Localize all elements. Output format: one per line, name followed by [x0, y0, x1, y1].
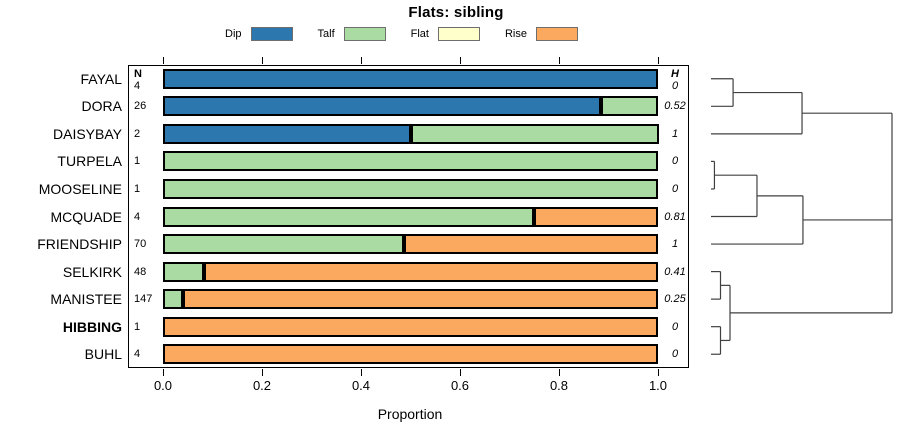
row-label: MCQUADE	[50, 208, 122, 225]
n-value: 4	[134, 210, 141, 223]
x-tick-label: 0.2	[252, 378, 272, 393]
x-tick-bottom	[262, 369, 263, 376]
bar-segment-rise	[163, 316, 658, 337]
stacked-bar	[163, 234, 658, 255]
n-value: 26	[134, 100, 147, 113]
bar-segment-rise	[404, 234, 658, 255]
bar-segment-talf	[601, 96, 658, 117]
bar-segment-talf	[163, 261, 204, 282]
stacked-bar	[163, 68, 658, 89]
stacked-bar	[163, 123, 659, 144]
n-value: 1	[134, 155, 141, 168]
legend: Dip Talf Flat Rise	[225, 27, 578, 41]
legend-swatch-talf	[343, 27, 386, 41]
bar-segment-rise	[204, 261, 658, 282]
x-tick-top	[163, 57, 164, 64]
bar-segment-talf	[163, 178, 658, 199]
x-tick-bottom	[163, 369, 164, 376]
legend-swatch-dip	[250, 27, 293, 41]
x-tick-top	[460, 57, 461, 64]
legend-item: Talf	[318, 27, 386, 41]
x-tick-top	[361, 57, 362, 64]
stacked-bar	[163, 344, 658, 365]
x-tick-bottom	[361, 369, 362, 376]
n-value: 4	[134, 348, 141, 361]
plot-border-box	[128, 65, 689, 368]
row-label: SELKIRK	[62, 263, 122, 280]
stacked-bar	[163, 261, 658, 282]
h-column-header: H	[671, 67, 679, 80]
h-value: 0	[671, 348, 679, 361]
stacked-bar	[163, 178, 658, 199]
bar-segment-dip	[163, 68, 658, 89]
legend-item: Flat	[411, 27, 480, 41]
x-tick-label: 0.6	[450, 378, 470, 393]
row-label: TURPELA	[57, 153, 122, 170]
x-tick-label: 1.0	[648, 378, 668, 393]
stacked-bar	[163, 316, 658, 337]
h-value: 0.52	[664, 100, 686, 113]
x-tick-label: 0.0	[153, 378, 173, 393]
legend-label: Talf	[317, 28, 335, 40]
h-value: 1	[671, 238, 679, 251]
chart-title: Flats: sibling	[408, 4, 504, 21]
x-axis-label: Proportion	[377, 406, 443, 422]
row-label: FAYAL	[80, 70, 122, 87]
x-tick-top	[262, 57, 263, 64]
x-tick-top	[559, 57, 560, 64]
bar-segment-dip	[163, 123, 411, 144]
h-value: 0	[671, 182, 679, 195]
bar-segment-talf	[163, 289, 183, 310]
row-label: MOOSELINE	[38, 180, 122, 197]
n-value: 2	[134, 127, 141, 140]
n-value: 1	[134, 182, 141, 195]
n-value: 147	[134, 293, 153, 306]
row-label: DORA	[81, 98, 122, 115]
h-value: 0.41	[664, 265, 686, 278]
h-value: 0	[671, 155, 679, 168]
x-tick-label: 0.4	[351, 378, 371, 393]
n-value: 70	[134, 238, 147, 251]
h-value: 1	[671, 127, 679, 140]
legend-label: Rise	[504, 28, 527, 40]
bar-segment-talf	[163, 151, 658, 172]
x-tick-bottom	[658, 369, 659, 376]
n-column-header: N	[134, 67, 142, 80]
bar-segment-dip	[163, 96, 601, 117]
bar-segment-rise	[183, 289, 658, 310]
legend-item: Rise	[505, 27, 578, 41]
legend-swatch-rise	[536, 27, 578, 41]
stacked-bar	[163, 151, 658, 172]
stacked-bar	[163, 96, 658, 117]
legend-label: Dip	[225, 28, 242, 40]
x-tick-bottom	[460, 369, 461, 376]
h-value: 0.81	[664, 210, 686, 223]
bar-segment-talf	[163, 206, 534, 227]
bar-segment-rise	[534, 206, 658, 227]
bar-segment-rise	[163, 344, 658, 365]
legend-swatch-flat	[437, 27, 480, 41]
row-label: HIBBING	[62, 318, 122, 335]
row-label: FRIENDSHIP	[37, 236, 122, 253]
x-tick-bottom	[559, 369, 560, 376]
h-value: 0.25	[664, 293, 686, 306]
bar-segment-talf	[411, 123, 659, 144]
x-tick-label: 0.8	[549, 378, 569, 393]
row-label: MANISTEE	[50, 291, 122, 308]
dendrogram	[711, 78, 893, 355]
row-label: BUHL	[84, 346, 122, 363]
legend-item: Dip	[225, 27, 293, 41]
stacked-bar	[163, 289, 658, 310]
n-value: 1	[134, 320, 141, 333]
n-value: 48	[134, 265, 147, 278]
stacked-bar	[163, 206, 658, 227]
row-label: DAISYBAY	[53, 125, 122, 142]
legend-label: Flat	[410, 28, 429, 40]
bar-segment-talf	[163, 234, 404, 255]
x-tick-top	[658, 57, 659, 64]
h-value: 0	[671, 320, 679, 333]
